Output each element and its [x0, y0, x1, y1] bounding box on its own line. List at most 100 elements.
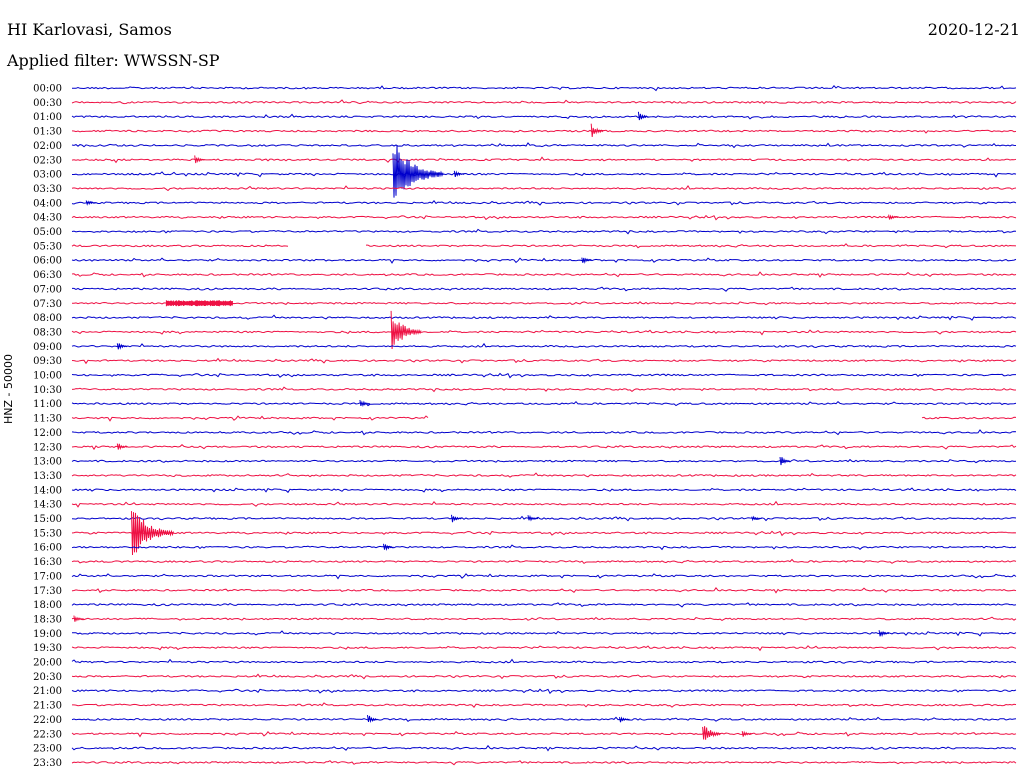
trace-line: [71, 113, 1017, 120]
trace-line: [71, 530, 1017, 537]
time-tick-label: 02:00: [33, 141, 62, 152]
time-tick-label: 10:00: [33, 371, 62, 382]
seismic-event: [878, 630, 890, 638]
seismic-event: [590, 123, 604, 137]
time-tick-label: 03:30: [33, 184, 62, 195]
trace-line: [71, 257, 1017, 264]
trace-line: [71, 129, 1017, 134]
time-tick-label: 12:00: [33, 428, 62, 439]
trace-line: [71, 716, 1017, 722]
trace-line: [71, 271, 1017, 278]
seismic-event: [116, 343, 128, 350]
time-tick-label: 01:30: [33, 127, 62, 138]
time-tick-label: 17:30: [33, 586, 62, 597]
trace-line: [71, 329, 1017, 336]
seismic-event: [359, 400, 371, 407]
trace-line: [72, 85, 1017, 92]
trace-line: [71, 342, 1017, 349]
time-tick-label: 19:00: [33, 629, 62, 640]
seismic-event: [85, 200, 97, 206]
filter-label: Applied filter: WWSSN-SP: [7, 51, 220, 70]
time-tick-label: 08:00: [33, 313, 62, 324]
time-tick-label: 05:30: [33, 241, 62, 252]
trace-line: [71, 688, 1017, 695]
trace-line: [71, 744, 1017, 752]
trace-line: [71, 156, 1017, 164]
time-tick-label: 07:30: [33, 299, 62, 310]
seismic-event: [779, 457, 791, 466]
seismic-event: [383, 543, 394, 551]
trace-line: [71, 602, 1017, 608]
trace-line: [71, 214, 1017, 221]
time-tick-label: 14:30: [33, 500, 62, 511]
trace-line: [71, 616, 1017, 621]
trace-line: [71, 142, 1017, 149]
seismic-event: [165, 300, 233, 307]
date-label: 2020-12-21: [927, 20, 1020, 39]
time-tick-label: 23:30: [33, 758, 62, 769]
trace-line: [71, 500, 1017, 508]
time-tick-label: 02:30: [33, 155, 62, 166]
trace-line: [71, 99, 1017, 105]
time-tick-label: 15:30: [33, 528, 62, 539]
time-tick-label: 03:00: [33, 170, 62, 181]
seismic-event: [451, 514, 462, 523]
trace-line: [71, 444, 1017, 451]
seismic-event: [637, 111, 649, 121]
seismic-event: [702, 726, 722, 740]
trace-line: [72, 171, 1017, 178]
seismic-event: [741, 730, 753, 737]
time-tick-label: 20:00: [33, 658, 62, 669]
time-tick-label: 06:00: [33, 256, 62, 267]
time-tick-label: 04:30: [33, 213, 62, 224]
time-tick-label: 12:30: [33, 442, 62, 453]
trace-line: [71, 357, 1017, 365]
time-tick-label: 10:30: [33, 385, 62, 396]
trace-line: [71, 658, 1017, 664]
seismic-event: [367, 715, 378, 724]
time-tick-label: 05:00: [33, 227, 62, 238]
time-tick-label: 09:30: [33, 356, 62, 367]
time-tick-label: 21:30: [33, 701, 62, 712]
trace-line: [71, 458, 1017, 464]
time-tick-label: 22:00: [33, 715, 62, 726]
trace-line: [71, 472, 1017, 478]
trace-line: [71, 760, 1017, 766]
time-tick-label: 00:30: [33, 98, 62, 109]
time-tick-label: 13:30: [33, 471, 62, 482]
trace-line: [71, 731, 1017, 738]
trace-line: [71, 630, 1017, 637]
seismic-event: [581, 257, 593, 264]
trace-line: [71, 544, 1017, 551]
time-tick-label: 15:00: [33, 514, 62, 525]
trace-line: [71, 515, 1017, 522]
time-tick-label: 22:30: [33, 729, 62, 740]
seismic-event: [194, 155, 205, 164]
trace-line: [71, 372, 1016, 379]
station-title: HI Karlovasi, Samos: [7, 20, 172, 39]
trace-line: [71, 243, 1017, 249]
time-tick-label: 18:30: [33, 614, 62, 625]
time-tick-label: 19:30: [33, 643, 62, 654]
time-tick-label: 11:30: [33, 414, 62, 425]
time-tick-label: 04:00: [33, 198, 62, 209]
trace-line: [71, 415, 1017, 422]
seismic-event: [527, 514, 539, 522]
seismic-event: [453, 170, 465, 178]
time-tick-label: 06:30: [33, 270, 62, 281]
trace-line: [71, 487, 1017, 494]
trace-line: [71, 184, 1017, 192]
trace-line: [71, 673, 1017, 680]
trace-line: [72, 286, 1017, 292]
seismic-event: [131, 511, 174, 556]
trace-line: [71, 558, 1017, 565]
seismic-event: [392, 145, 444, 198]
seismic-event: [116, 443, 128, 451]
time-tick-label: 20:30: [33, 672, 62, 683]
time-tick-label: 18:00: [33, 600, 62, 611]
trace-line: [71, 386, 1016, 393]
seismic-event: [619, 716, 630, 723]
trace-line: [71, 429, 1017, 436]
trace-line: [71, 400, 1017, 407]
